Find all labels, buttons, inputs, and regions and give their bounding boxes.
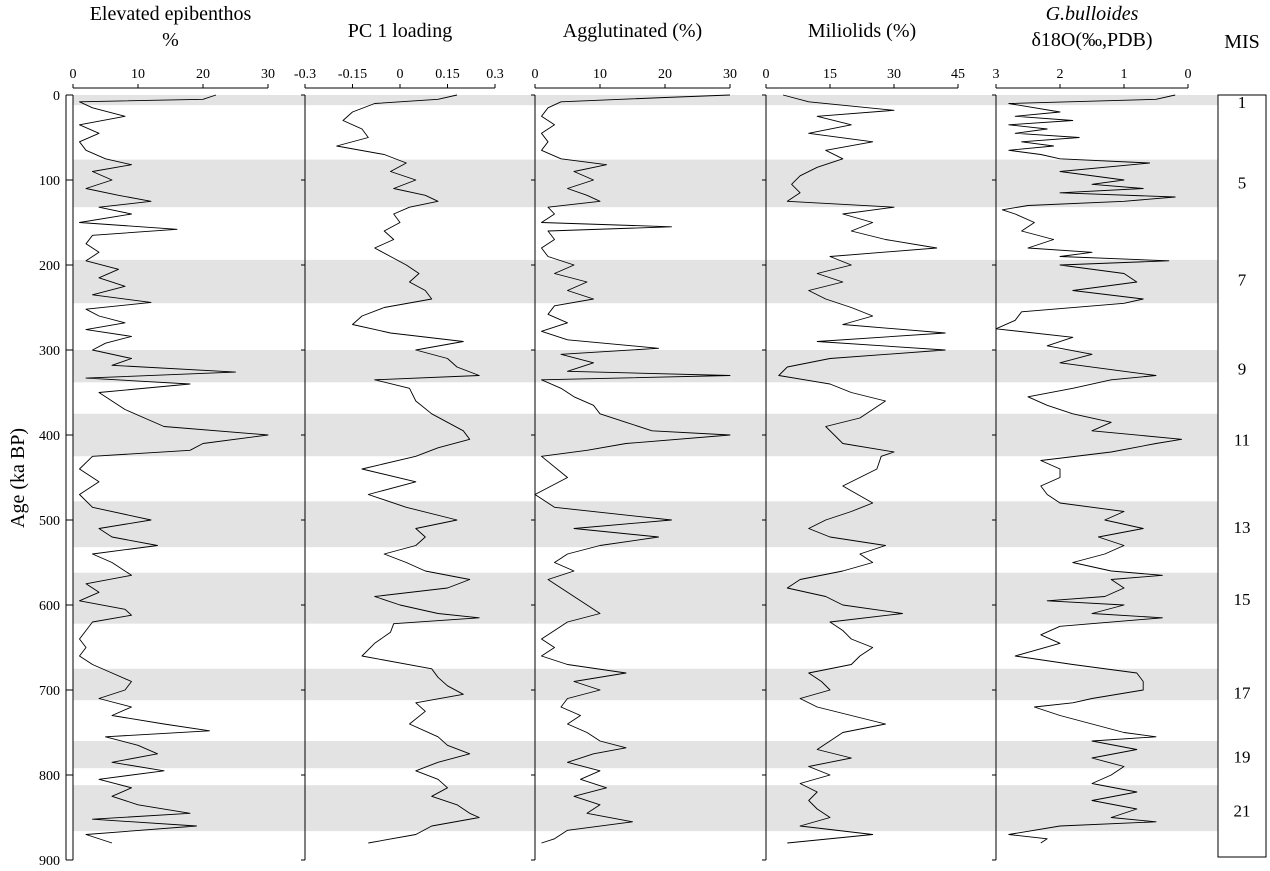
panel-miliolids-tick-label-0: 0 <box>763 67 770 82</box>
mis-band-8 <box>73 741 1218 769</box>
mis-band-1 <box>73 159 1218 208</box>
panel-miliolids-tick-label-2: 30 <box>887 67 901 82</box>
mis-stage-1: 1 <box>1238 93 1247 112</box>
panel-agglutinated-tick-label-1: 10 <box>593 67 607 82</box>
panel-pc1-tick-label-1: -0.15 <box>338 67 367 82</box>
mis-bands <box>73 95 1218 832</box>
mis-band-3 <box>73 350 1218 383</box>
panel-miliolids-title-0: Miliolids (%) <box>808 20 916 42</box>
mis-stage-21: 21 <box>1234 802 1251 821</box>
panel-agglutinated-series <box>534 94 731 844</box>
age-axis-title: Age (ka BP) <box>7 428 29 528</box>
panel-elevated-series <box>79 94 269 844</box>
age-tick-label-5: 500 <box>39 514 60 529</box>
age-tick-label-6: 600 <box>39 599 60 614</box>
mis-band-0 <box>73 95 1218 106</box>
panel-elevated-tick-label-1: 10 <box>131 67 145 82</box>
panel-d18o: G.bulloides δ18O(‰,PDB) 3 2 1 0 <box>992 3 1192 861</box>
mis-title: MIS <box>1224 31 1260 53</box>
panel-agglutinated: Agglutinated (%) 0 10 20 30 <box>531 20 737 861</box>
panel-miliolids: Miliolids (%) 0 15 30 45 <box>762 20 965 861</box>
panel-pc1-tick-label-0: -0.3 <box>294 67 316 82</box>
panel-miliolids-tick-label-1: 15 <box>823 67 837 82</box>
mis-stage-9: 9 <box>1238 360 1247 379</box>
mis-stage-17: 17 <box>1234 684 1252 703</box>
age-tick-label-2: 200 <box>39 259 60 274</box>
mis-band-6 <box>73 572 1218 624</box>
panel-pc1-tick-label-3: 0.15 <box>435 67 460 82</box>
panel-d18o-tick-label-0: 3 <box>993 67 1000 82</box>
mis-band-5 <box>73 501 1218 548</box>
panel-agglutinated-tick-label-2: 20 <box>658 67 672 82</box>
mis-band-4 <box>73 413 1218 457</box>
panel-d18o-tick-label-1: 2 <box>1057 67 1064 82</box>
age-tick-label-0: 0 <box>53 89 60 104</box>
mis-stage-11: 11 <box>1234 430 1250 449</box>
age-tick-label-3: 300 <box>39 344 60 359</box>
panel-agglutinated-title-0: Agglutinated (%) <box>563 20 702 42</box>
panel-agglutinated-tick-label-0: 0 <box>532 67 539 82</box>
mis-stage-15: 15 <box>1234 590 1251 609</box>
age-tick-label-1: 100 <box>39 174 60 189</box>
age-tick-label-9: 900 <box>39 854 60 869</box>
panel-d18o-title-1: δ18O(‰,PDB) <box>1031 29 1152 51</box>
age-tick-label-8: 800 <box>39 769 60 784</box>
panel-elevated-tick-label-0: 0 <box>70 67 77 82</box>
mis-stage-19: 19 <box>1234 747 1251 766</box>
panel-miliolids-series <box>778 94 946 844</box>
panel-d18o-tick-label-3: 0 <box>1185 67 1192 82</box>
panel-d18o-title-0: G.bulloides <box>1046 3 1139 25</box>
age-axis: Age (ka BP) 0 100 200 300 400 500 600 700 800 900 <box>7 89 71 869</box>
panel-pc1: PC 1 loading -0.3 -0.15 0 0.15 0.3 <box>294 20 504 861</box>
panel-elevated-title-1: % <box>162 29 179 51</box>
panel-d18o-series <box>995 94 1183 844</box>
panel-elevated-tick-label-2: 20 <box>196 67 210 82</box>
panel-pc1-tick-label-4: 0.3 <box>486 67 504 82</box>
panel-d18o-tick-label-2: 1 <box>1121 67 1128 82</box>
mis-band-2 <box>73 259 1218 304</box>
age-tick-label-4: 400 <box>39 429 60 444</box>
mis-band-9 <box>73 785 1218 832</box>
panel-miliolids-tick-label-3: 45 <box>951 67 965 82</box>
panel-agglutinated-tick-label-3: 30 <box>723 67 737 82</box>
mis-stage-5: 5 <box>1238 174 1247 193</box>
mis-stage-13: 13 <box>1234 518 1251 537</box>
panel-pc1-tick-label-2: 0 <box>397 67 404 82</box>
panel-elevated: Elevated epibenthos% 0 10 20 30 <box>69 3 275 861</box>
panel-elevated-tick-label-3: 30 <box>261 67 275 82</box>
panel-elevated-title-0: Elevated epibenthos <box>90 3 252 25</box>
mis-band-7 <box>73 668 1218 701</box>
panel-pc1-title-0: PC 1 loading <box>348 20 452 42</box>
panel-pc1-series <box>336 94 480 844</box>
mis-stage-7: 7 <box>1238 270 1247 289</box>
mis-box <box>1217 94 1267 858</box>
age-tick-label-7: 700 <box>39 684 60 699</box>
